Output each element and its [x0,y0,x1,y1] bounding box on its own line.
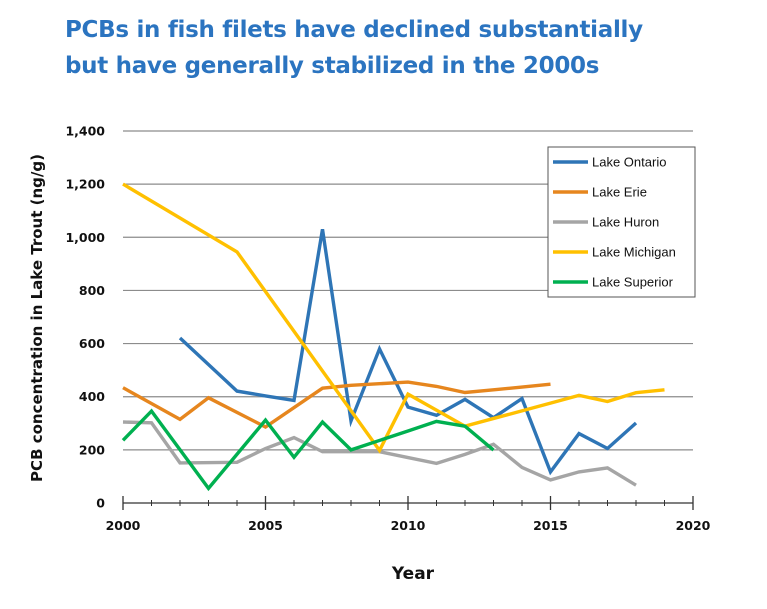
x-axis-title: Year [391,564,435,584]
x-tick-label: 2000 [106,518,141,533]
legend-label-lake-ontario: Lake Ontario [592,155,666,170]
series-line-lake-huron [122,420,637,487]
chart-title-line-1: PCBs in fish filets have declined substa… [65,17,643,43]
y-tick-label: 1,200 [65,177,105,192]
legend-label-lake-erie: Lake Erie [592,185,647,200]
series-lines [121,182,665,492]
y-tick-label: 1,400 [65,124,105,139]
y-tick-label: 0 [96,496,105,511]
y-axis-title: PCB concentration in Lake Trout (ng/g) [28,154,46,482]
chart-title: PCBs in fish filets have declined substa… [65,12,643,84]
y-tick-label: 800 [79,283,105,298]
x-tick-label: 2010 [391,518,426,533]
y-tick-label: 400 [79,389,105,404]
chart-title-line-2: but have generally stabilized in the 200… [65,53,600,79]
series-line-lake-ontario [178,229,638,476]
legend-label-lake-michigan: Lake Michigan [592,245,676,260]
axes [122,496,694,510]
legend-label-lake-superior: Lake Superior [592,275,674,290]
y-tick-labels: 0 200 400 600 800 1,000 1,200 1,400 [65,124,105,511]
legend: Lake Ontario Lake Erie Lake Huron Lake Mich… [547,146,696,298]
legend-label-lake-huron: Lake Huron [592,215,659,230]
y-tick-label: 600 [79,336,105,351]
series-line-lake-michigan [122,182,665,454]
series-line-lake-erie [122,380,551,429]
x-tick-labels: 2000 2005 2010 2015 2020 [106,518,711,533]
x-tick-label: 2020 [676,518,711,533]
x-tick-label: 2015 [533,518,568,533]
series-line-lake-superior [121,408,495,492]
y-tick-label: 1,000 [65,230,105,245]
y-tick-label: 200 [79,442,105,457]
x-tick-label: 2005 [248,518,283,533]
